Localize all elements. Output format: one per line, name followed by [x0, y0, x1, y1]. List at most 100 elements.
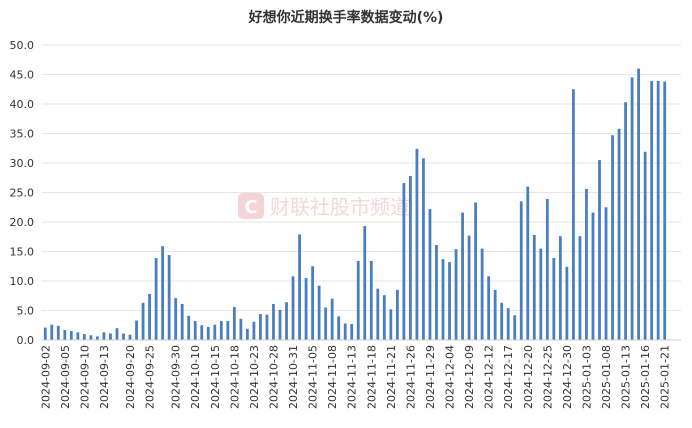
x-tick-label: 2025-01-16 — [639, 345, 652, 409]
bar — [617, 128, 621, 340]
x-tick-label: 2024-09-05 — [59, 345, 72, 409]
y-tick-label: 10.0 — [10, 275, 35, 288]
bar — [148, 293, 151, 340]
bar — [187, 315, 191, 340]
bar — [245, 328, 249, 340]
x-tick-label: 2024-11-21 — [385, 345, 398, 409]
bar — [291, 276, 295, 340]
bar — [428, 209, 432, 340]
x-tick-label: 2024-12-12 — [483, 345, 496, 409]
bar — [650, 80, 654, 341]
bar — [500, 302, 504, 340]
y-tick-label: 35.0 — [10, 128, 35, 141]
bars — [43, 68, 667, 341]
x-tick-label: 2025-01-03 — [581, 345, 594, 409]
bar — [493, 289, 497, 340]
x-tick-label: 2024-12-30 — [561, 345, 574, 409]
bar — [558, 236, 562, 340]
x-tick-label: 2024-12-20 — [522, 345, 535, 409]
bar — [122, 333, 125, 340]
bar — [128, 334, 132, 340]
x-tick-label: 2024-11-13 — [346, 345, 359, 409]
bar — [50, 324, 54, 340]
x-tick-label: 2024-12-17 — [502, 345, 515, 409]
bar — [115, 328, 119, 340]
bar — [369, 260, 373, 340]
bar — [154, 257, 158, 340]
bar — [487, 276, 491, 340]
bar — [337, 316, 341, 340]
x-tick-label: 2024-10-28 — [268, 345, 281, 409]
bar — [598, 160, 601, 340]
bar — [141, 302, 145, 340]
bar — [193, 321, 197, 340]
bar — [454, 249, 458, 340]
bar — [395, 289, 399, 340]
bar — [330, 298, 334, 340]
watermark-text: 财联社股市频道 — [270, 195, 410, 219]
x-tick-label: 2024-12-09 — [463, 345, 476, 409]
x-tick-label: 2024-10-23 — [248, 345, 261, 409]
x-tick-label: 2025-01-13 — [620, 345, 633, 409]
bar — [448, 262, 451, 340]
x-tick-label: 2025-01-08 — [600, 345, 613, 409]
watermark-logo-letter: C — [244, 197, 257, 218]
bar — [578, 236, 582, 340]
bar — [363, 226, 367, 340]
x-tick-label: 2024-12-25 — [541, 345, 554, 409]
x-tick-label: 2024-09-25 — [144, 345, 157, 409]
bar — [82, 334, 86, 340]
bar — [252, 321, 256, 340]
bar — [350, 324, 354, 340]
bar — [526, 186, 530, 340]
x-tick-label: 2024-09-02 — [39, 345, 52, 409]
bar — [298, 234, 301, 340]
x-tick-label: 2024-09-10 — [78, 345, 91, 409]
bar — [552, 257, 556, 340]
y-tick-label: 0.0 — [17, 334, 35, 347]
bar — [76, 332, 80, 340]
bar — [232, 306, 236, 340]
bar — [278, 309, 282, 340]
y-tick-label: 25.0 — [10, 187, 35, 200]
bar — [135, 320, 138, 340]
bar — [467, 235, 471, 340]
bar — [285, 302, 288, 340]
x-tick-label: 2024-10-18 — [228, 345, 241, 409]
bar — [409, 175, 412, 340]
bar — [591, 212, 595, 340]
y-tick-label: 5.0 — [17, 305, 35, 318]
bar — [174, 298, 178, 340]
x-tick-label: 2024-09-13 — [98, 345, 111, 409]
bar — [317, 285, 321, 340]
bar — [611, 135, 614, 340]
bar — [565, 266, 569, 340]
bar — [389, 309, 393, 340]
bar — [272, 304, 275, 340]
bar — [265, 314, 269, 340]
chart-title: 好想你近期换手率数据变动(%) — [248, 9, 444, 26]
bar — [572, 89, 575, 340]
bar — [213, 324, 217, 340]
bar — [519, 201, 523, 340]
x-tick-label: 2024-10-31 — [287, 345, 300, 409]
bar — [43, 327, 47, 340]
y-tick-label: 50.0 — [10, 39, 35, 52]
bar — [96, 336, 99, 340]
x-tick-label: 2024-11-18 — [365, 345, 378, 409]
y-tick-label: 15.0 — [10, 246, 35, 259]
bar — [643, 151, 647, 340]
bar — [200, 325, 204, 340]
bar — [663, 81, 667, 340]
bar — [161, 246, 165, 340]
bar — [180, 304, 184, 340]
bar — [506, 308, 510, 340]
bar — [604, 207, 608, 340]
bar — [415, 148, 419, 340]
bar — [480, 248, 484, 340]
bar — [630, 77, 634, 340]
bar — [219, 321, 223, 340]
bar — [239, 318, 243, 340]
bar — [63, 329, 67, 340]
